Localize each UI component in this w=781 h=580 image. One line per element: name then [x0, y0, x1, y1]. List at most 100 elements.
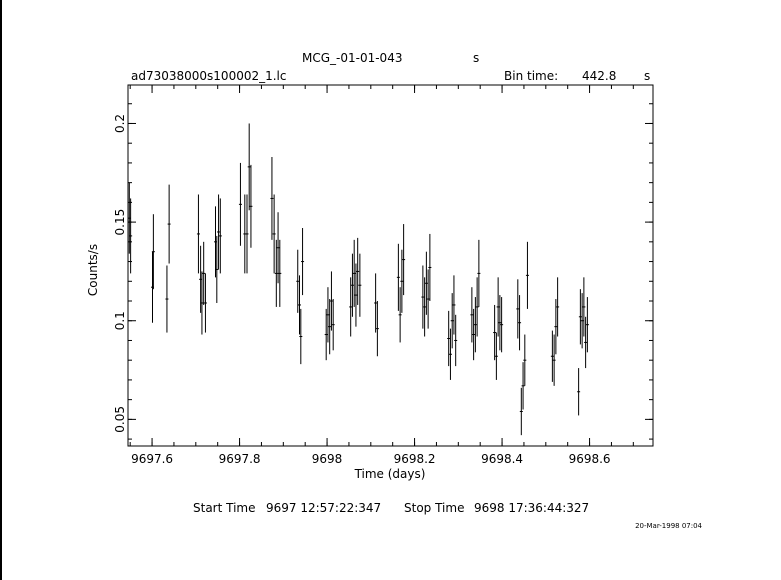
data-point [554, 299, 558, 355]
data-point [249, 164, 253, 248]
data-point [452, 275, 456, 335]
start-time-label: Start Time [193, 501, 256, 515]
x-axis-label: Time (days) [354, 467, 426, 481]
data-point [518, 295, 522, 351]
x-tick-label: 9698.4 [481, 452, 523, 466]
data-point [396, 243, 400, 311]
data-point [245, 194, 249, 274]
data-point [472, 308, 476, 361]
data-point [577, 368, 581, 416]
data-point [356, 237, 360, 305]
data-point [129, 198, 133, 274]
x-tick-label: 9697.8 [219, 452, 261, 466]
y-tick-label: 0.1 [113, 311, 127, 330]
data-point [202, 241, 206, 305]
data-point [324, 308, 328, 361]
data-point [278, 239, 282, 307]
data-point [329, 271, 333, 331]
data-point [218, 198, 222, 274]
stop-time-value: 9698 17:36:44:327 [474, 501, 589, 515]
data-point [426, 269, 430, 329]
data-point [582, 277, 586, 337]
data-point [238, 162, 242, 246]
data-point [400, 249, 404, 313]
data-point [580, 293, 584, 349]
object-name: MCG_-01-01-043 [302, 51, 402, 65]
data-point [550, 330, 554, 382]
data-point [374, 273, 378, 333]
data-point [165, 265, 169, 333]
data-point [494, 332, 498, 380]
data-point [496, 277, 500, 337]
plot-timestamp: 20-Mar-1998 07:04 [635, 522, 702, 530]
y-axis-label: Counts/s [86, 244, 100, 296]
data-point [421, 265, 425, 329]
data-point [296, 249, 300, 313]
data-point [167, 184, 171, 264]
data-point [402, 224, 406, 296]
data-point [247, 123, 251, 211]
data-point [215, 235, 219, 303]
data-point [473, 297, 477, 353]
data-point [578, 289, 582, 345]
data-point [516, 279, 520, 339]
data-point [519, 387, 523, 436]
data-point [326, 287, 330, 343]
data-point [470, 287, 474, 343]
window-left-edge [0, 0, 2, 580]
data-point [428, 233, 432, 302]
plot-frame [127, 84, 654, 447]
y-tick-label: 0.2 [113, 114, 127, 133]
data-point [350, 253, 354, 317]
data-point [500, 297, 504, 353]
object-suffix: s [473, 51, 479, 65]
data-point [556, 277, 560, 337]
data-point [521, 362, 525, 410]
data-point [274, 239, 278, 307]
data-point [331, 299, 335, 351]
bin-time-unit: s [644, 69, 650, 83]
data-point [276, 212, 280, 284]
data-point [454, 314, 458, 367]
file-name: ad73038000s100002_1.lc [131, 69, 287, 83]
data-point [203, 273, 207, 333]
data-point [352, 239, 356, 307]
tick-labels: 9697.6 9697.8 9698 9698.2 9698.4 9698.6 0.05 0.… [113, 114, 611, 466]
data-point [196, 194, 200, 274]
data-point [498, 295, 502, 351]
data-point [447, 310, 451, 367]
y-tick-label: 0.15 [113, 209, 127, 236]
data-point [584, 316, 588, 369]
data-point [354, 263, 358, 327]
axis-ticks [128, 85, 653, 446]
data-points [127, 123, 589, 436]
data-point [151, 214, 155, 290]
data-point [272, 194, 276, 274]
data-point [525, 241, 529, 309]
data-point [328, 299, 332, 355]
data-point [450, 293, 454, 349]
data-point [448, 328, 452, 380]
data-point [585, 297, 589, 353]
data-point [552, 334, 556, 386]
bin-time-value: 442.8 [582, 69, 616, 83]
x-tick-label: 9697.6 [131, 452, 173, 466]
data-point [298, 275, 301, 335]
data-point [358, 253, 362, 317]
bin-time-label: Bin time: [504, 69, 558, 83]
data-point [424, 251, 428, 315]
x-tick-label: 9698 [312, 452, 343, 466]
data-point [477, 239, 481, 307]
start-time-value: 9697 12:57:22:347 [266, 501, 381, 515]
data-point [423, 277, 427, 337]
stop-time-label: Stop Time [404, 501, 464, 515]
data-point [270, 157, 274, 240]
x-tick-label: 9698.2 [394, 452, 436, 466]
x-tick-label: 9698.6 [569, 452, 611, 466]
data-point [375, 301, 379, 357]
data-point [349, 277, 353, 337]
data-point [523, 334, 527, 386]
data-point [475, 277, 479, 337]
data-point [217, 194, 221, 270]
